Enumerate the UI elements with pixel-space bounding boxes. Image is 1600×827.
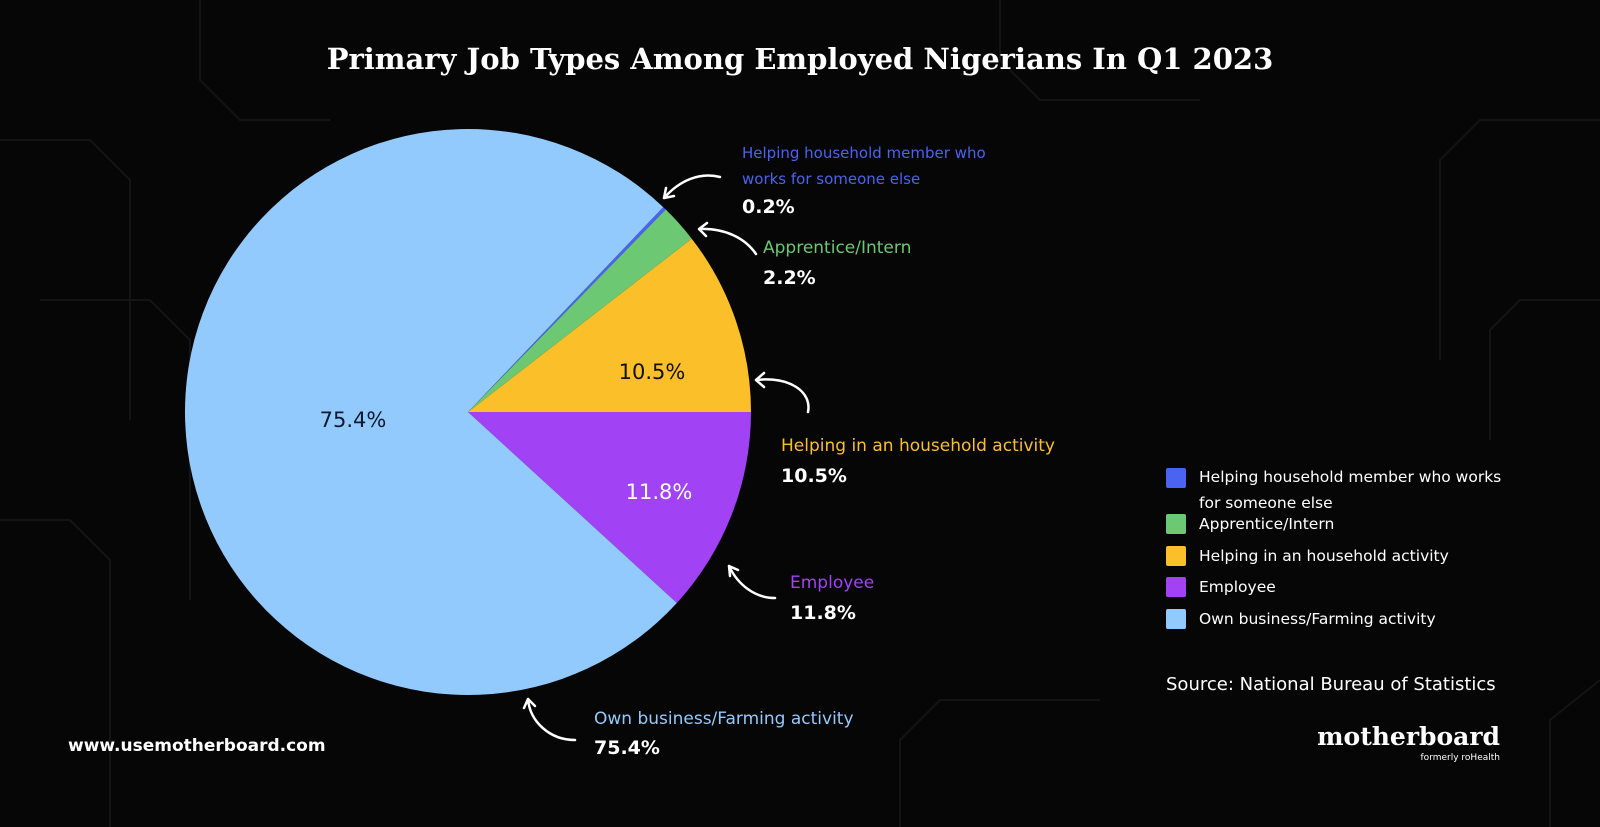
legend-swatch (1166, 514, 1186, 534)
slice-label: 75.4% (320, 408, 387, 432)
chart-title: Primary Job Types Among Employed Nigeria… (326, 42, 1274, 76)
legend-swatch (1166, 577, 1186, 597)
pie-slice (468, 412, 751, 603)
callout-name: Own business/Farming activity (594, 709, 854, 729)
website: www.usemotherboard.com (68, 736, 326, 756)
callout-value: 10.5% (781, 465, 847, 487)
pie-slice (468, 238, 751, 412)
legend-entry: Helping household member who works for s… (1199, 468, 1502, 512)
callout-name: Helping household member who works for s… (742, 144, 986, 188)
legend-swatch (1166, 546, 1186, 566)
legend-entry: Own business/Farming activity (1199, 610, 1436, 628)
legend-entry: Employee (1199, 578, 1276, 596)
callout-name: Employee (790, 573, 875, 593)
callout-name: Apprentice/Intern (763, 238, 912, 258)
callout-value: 0.2% (742, 196, 795, 218)
brand-tagline: formerly roHealth (1420, 753, 1500, 763)
brand: motherboard (1317, 722, 1500, 751)
callout-value: 11.8% (790, 602, 856, 624)
callout-name: Helping in an household activity (781, 436, 1055, 456)
slice-label: 10.5% (619, 360, 686, 384)
slice-label: 11.8% (626, 480, 693, 504)
callout-value: 75.4% (594, 737, 660, 759)
arrows (522, 174, 810, 742)
pie-slice (185, 129, 677, 696)
pie-slice (468, 207, 666, 412)
legend-swatch (1166, 609, 1186, 629)
source: Source: National Bureau of Statistics (1166, 674, 1496, 695)
legend-entry: Helping in an household activity (1199, 547, 1449, 565)
callout-value: 2.2% (763, 267, 816, 289)
legend-entry: Apprentice/Intern (1199, 515, 1335, 533)
pie-slice (468, 209, 692, 412)
legend-swatch (1166, 468, 1186, 488)
